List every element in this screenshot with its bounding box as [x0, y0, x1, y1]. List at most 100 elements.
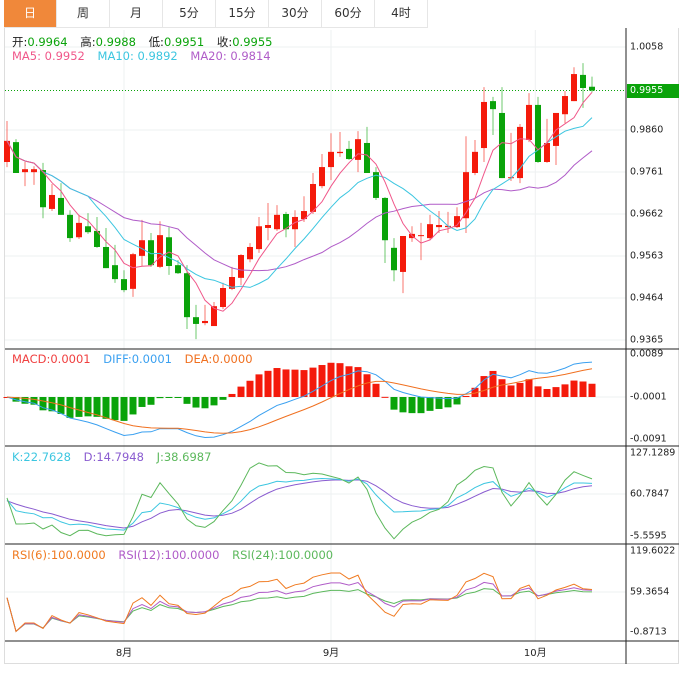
- month-label: 10月: [523, 648, 547, 659]
- macd-bar: [417, 397, 425, 414]
- macd-bar: [381, 396, 389, 398]
- tab-month[interactable]: 月: [110, 0, 163, 27]
- macd-bar: [183, 397, 191, 404]
- macd-bar: [300, 370, 308, 397]
- k-value: K:22.7628: [12, 450, 71, 464]
- rsi-tick: 59.3654: [630, 586, 670, 598]
- candle-up: [49, 194, 55, 209]
- ma20-value: MA20: 0.9814: [190, 49, 271, 63]
- close-label: 收:: [216, 35, 233, 49]
- candle-down: [121, 279, 127, 291]
- d-line: [6, 479, 593, 529]
- rsi6-value: RSI(6):100.0000: [12, 548, 106, 562]
- candle-up: [139, 240, 145, 256]
- macd-bar: [228, 393, 236, 397]
- macd-bar: [426, 397, 434, 411]
- chart-frame: [4, 28, 679, 664]
- macd-bar: [480, 376, 488, 397]
- macd-bar: [21, 397, 29, 404]
- rsi6-line: [6, 572, 593, 633]
- ma5-line: [6, 91, 593, 312]
- macd-bar: [516, 382, 524, 397]
- macd-bar: [471, 387, 479, 397]
- high-label: 高:: [80, 35, 96, 49]
- j-value: J:38.6987: [156, 450, 212, 464]
- kdj-tick: -5.5595: [630, 530, 667, 542]
- candle-down: [112, 265, 118, 280]
- tab-60min[interactable]: 60分: [322, 0, 375, 27]
- candle-up: [481, 101, 487, 149]
- candle-up: [229, 277, 235, 289]
- macd-bar: [507, 385, 515, 397]
- candle-up: [310, 183, 316, 212]
- macd-bar: [57, 397, 65, 414]
- macd-bar: [165, 397, 173, 398]
- macd-bar: [219, 397, 227, 400]
- macd-bar: [309, 367, 317, 397]
- price-tick: 0.9563: [630, 250, 664, 262]
- open-value: 0.9964: [27, 35, 68, 49]
- macd-bar: [552, 387, 560, 397]
- candle-down: [58, 197, 64, 215]
- candle-up: [4, 140, 10, 163]
- candle-up: [319, 167, 325, 187]
- candle-up: [517, 126, 523, 179]
- candle-up: [463, 172, 469, 219]
- candle-down: [346, 148, 352, 160]
- candle-down: [175, 265, 181, 274]
- candle-down: [94, 230, 100, 247]
- ma5-value: MA5: 0.9952: [12, 49, 85, 63]
- candle-up: [544, 142, 550, 163]
- ma10-value: MA10: 0.9892: [97, 49, 178, 63]
- macd-bar: [579, 381, 587, 397]
- tab-week[interactable]: 周: [57, 0, 110, 27]
- macd-bar: [534, 386, 542, 397]
- macd-bar: [570, 380, 578, 397]
- candle-down: [40, 170, 46, 208]
- j-line: [6, 462, 593, 540]
- candle-up: [274, 214, 280, 230]
- macd-bar: [363, 374, 371, 397]
- candle-down: [148, 240, 154, 266]
- current-price-tag: 0.9955: [627, 84, 679, 98]
- tab-30min[interactable]: 30分: [269, 0, 322, 27]
- candle-up: [355, 139, 361, 160]
- candle-down: [535, 104, 541, 163]
- macd-value: MACD:0.0001: [12, 352, 91, 366]
- macd-bar: [390, 397, 398, 410]
- macd-bar: [291, 369, 299, 397]
- macd-bar: [174, 397, 182, 398]
- candle-up: [256, 226, 262, 250]
- macd-bar: [444, 397, 452, 408]
- macd-bar: [399, 397, 407, 413]
- macd-bar: [525, 379, 533, 397]
- macd-bar: [372, 383, 380, 397]
- macd-bar: [30, 397, 38, 405]
- tab-15min[interactable]: 15分: [216, 0, 269, 27]
- tab-4hour[interactable]: 4时: [375, 0, 428, 27]
- kdj-legend: K:22.7628 D:14.7948 J:38.6987: [12, 450, 220, 464]
- macd-bar: [39, 397, 47, 411]
- open-label: 开:: [12, 35, 28, 49]
- candle-down: [85, 226, 91, 233]
- macd-bar: [93, 397, 101, 417]
- macd-bar: [138, 397, 146, 407]
- candle-up: [265, 224, 271, 228]
- macd-bar: [354, 367, 362, 397]
- high-value: 0.9988: [95, 35, 136, 49]
- candle-up: [31, 169, 37, 173]
- candle-up: [337, 151, 343, 154]
- tab-day[interactable]: 日: [4, 0, 57, 27]
- macd-bar: [255, 374, 263, 397]
- low-value: 0.9951: [163, 35, 205, 49]
- macd-bar: [201, 397, 209, 409]
- rsi-tick: -0.8713: [630, 626, 667, 638]
- rsi12-line: [6, 581, 593, 633]
- macd-bar: [210, 397, 218, 406]
- candle-down: [184, 273, 190, 318]
- price-tick: 0.9464: [630, 292, 664, 304]
- ma20-line: [6, 140, 593, 272]
- tab-5min[interactable]: 5分: [163, 0, 216, 27]
- candle-down: [193, 317, 199, 324]
